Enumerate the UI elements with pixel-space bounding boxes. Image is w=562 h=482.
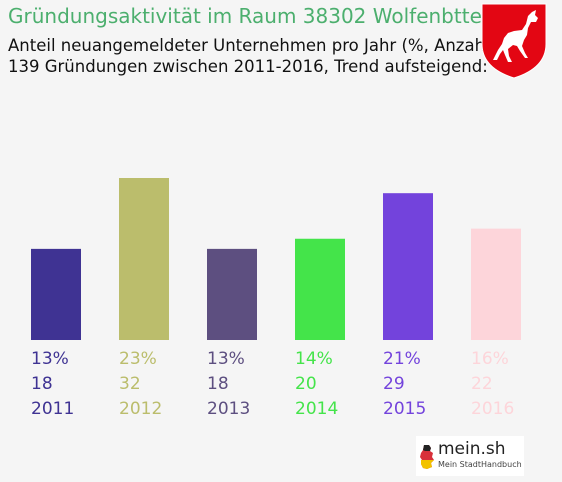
percent-label-2015: 21% (383, 349, 421, 369)
count-label-2013: 18 (207, 374, 229, 394)
chart-title: Gründungsaktivität im Raum 38302 Wolfenb… (8, 4, 488, 28)
germany-map-icon (420, 445, 434, 469)
chart-subtitle-line-2: 139 Gründungen zwischen 2011-2016, Trend… (8, 57, 488, 76)
count-label-2011: 18 (31, 374, 53, 394)
count-label-2015: 29 (383, 374, 405, 394)
bar-2016 (471, 228, 521, 340)
percent-label-2012: 23% (119, 349, 157, 369)
year-label-2013: 2013 (207, 399, 250, 419)
logo-name: mein.sh (438, 439, 506, 459)
bar-2015 (383, 193, 433, 340)
meinsh-logo: mein.sh Mein StadtHandbuch (416, 436, 524, 476)
bar-2014 (295, 238, 345, 340)
percent-label-2013: 13% (207, 349, 245, 369)
bar-2013 (207, 248, 257, 340)
year-label-2012: 2012 (119, 399, 162, 419)
year-label-2014: 2014 (295, 399, 338, 419)
year-label-2015: 2015 (383, 399, 426, 419)
count-label-2012: 32 (119, 374, 141, 394)
logo-tagline: Mein StadtHandbuch (438, 460, 522, 469)
percent-label-2011: 13% (31, 349, 69, 369)
count-label-2016: 22 (471, 374, 493, 394)
year-label-2016: 2016 (471, 399, 514, 419)
year-label-2011: 2011 (31, 399, 74, 419)
percent-label-2014: 14% (295, 349, 333, 369)
percent-label-2016: 16% (471, 349, 509, 369)
bar-2012 (119, 178, 169, 340)
bar-2011 (31, 248, 81, 340)
count-label-2014: 20 (295, 374, 317, 394)
chart-subtitle-line-1: Anteil neuangemeldeter Unternehmen pro J… (8, 36, 539, 55)
lower-saxony-horse-crest-icon (481, 3, 547, 79)
